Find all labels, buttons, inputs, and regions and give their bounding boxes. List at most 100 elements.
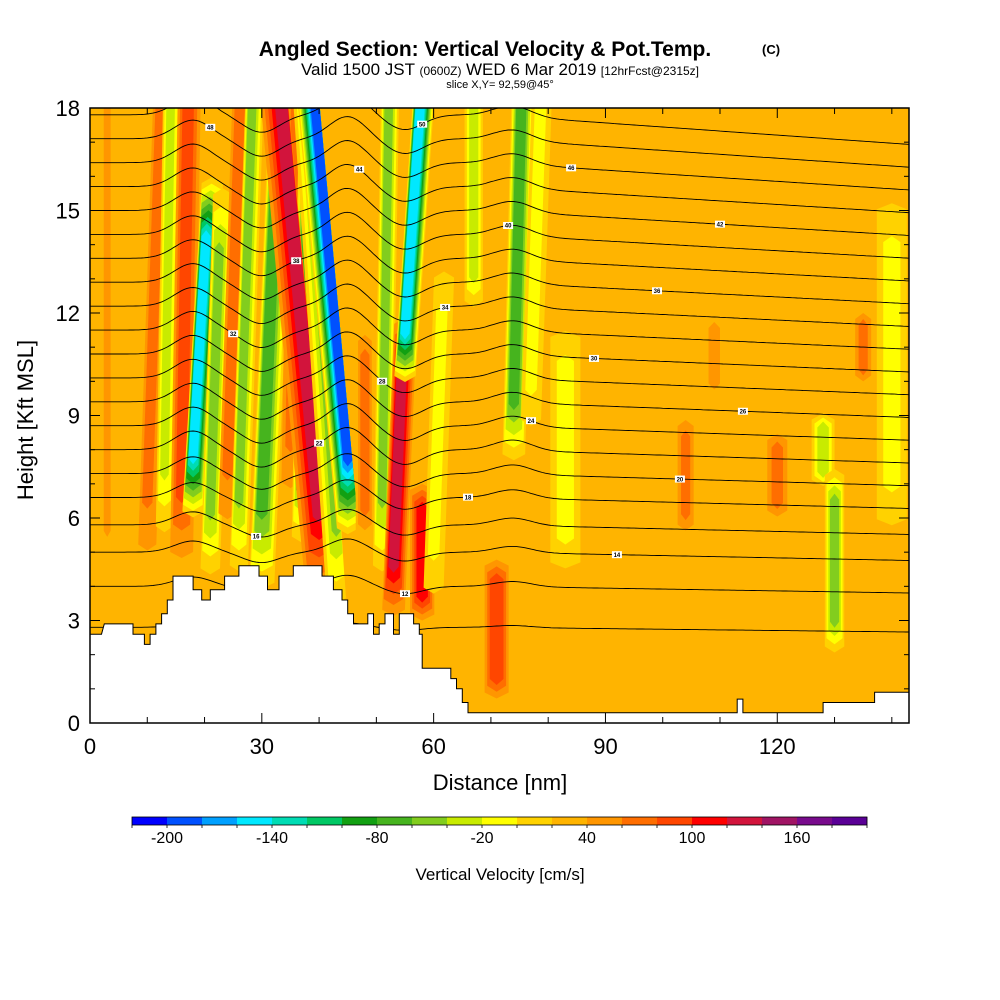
theta-label-box: [737, 407, 748, 415]
velocity-band-level: [377, 108, 394, 509]
colorbar-swatch: [482, 817, 518, 825]
velocity-band-level: [681, 430, 691, 521]
colorbar-swatch: [622, 817, 658, 825]
velocity-band-level: [310, 108, 353, 467]
velocity-band: [824, 468, 845, 653]
chart-title: Angled Section: Vertical Velocity & Pot.…: [259, 38, 711, 61]
velocity-band: [708, 321, 720, 390]
theta-label-box: [652, 287, 662, 295]
theta-label: 18: [465, 495, 472, 501]
theta-label-box: [205, 123, 216, 131]
theta-contour: [90, 508, 909, 538]
colorbar-tick-label: 100: [679, 830, 706, 847]
velocity-field: [103, 108, 907, 706]
theta-label-box: [314, 439, 325, 447]
theta-contour: [90, 479, 909, 512]
velocity-band-level: [103, 108, 111, 537]
theta-contour: [90, 211, 909, 259]
theta-label-box: [611, 551, 622, 559]
colorbar-tick-label: -200: [151, 830, 183, 847]
y-tick-label: 18: [56, 96, 80, 121]
velocity-band-level: [205, 242, 224, 521]
y-axis-label: Height [Kft MSL]: [13, 340, 38, 500]
theta-label-box: [440, 303, 451, 311]
y-tick-label: 9: [68, 404, 80, 429]
velocity-band-level: [508, 108, 527, 410]
theta-label: 12: [402, 592, 409, 598]
theta-label: 50: [419, 122, 426, 128]
velocity-band: [464, 108, 483, 308]
theta-contour: [90, 116, 909, 168]
colorbar-tick-label: -20: [470, 830, 493, 847]
colorbar-frame: [131, 816, 868, 826]
velocity-band-level: [489, 573, 504, 686]
subtitle-valid-time: Valid 1500 JST: [301, 60, 415, 79]
colorbar-swatch: [132, 817, 168, 825]
theta-label: 48: [207, 126, 214, 132]
colorbar-swatch: [272, 817, 308, 825]
colorbar-swatch: [762, 817, 798, 825]
colorbar-swatch: [517, 817, 553, 825]
potential-temperature-contours: 1012141618202224262830323436384042444648…: [90, 108, 909, 633]
theta-label-box: [291, 257, 302, 265]
theta-label: 14: [614, 553, 621, 559]
colorbar-swatch: [832, 817, 868, 825]
velocity-band: [482, 552, 512, 706]
theta-label: 46: [568, 166, 575, 172]
colorbar-swatch: [692, 817, 728, 825]
theta-label-box: [417, 120, 428, 128]
x-axis: 0 30 60 90 120: [84, 108, 893, 759]
theta-label-box: [400, 590, 410, 598]
theta-label-box: [674, 475, 685, 483]
velocity-band-level: [708, 321, 720, 390]
colorbar-swatch: [447, 817, 483, 825]
theta-label-box: [463, 493, 473, 501]
velocity-band-level: [427, 304, 448, 561]
velocity-band-level: [275, 108, 326, 523]
velocity-band-level: [188, 230, 211, 465]
theta-label-box: [566, 164, 577, 172]
velocity-band-level: [142, 108, 166, 509]
theta-label: 38: [293, 259, 300, 265]
theta-label-box: [526, 417, 536, 425]
velocity-band-level: [525, 108, 547, 396]
theta-label-box: [377, 377, 388, 385]
colorbar-label: Vertical Velocity [cm/s]: [415, 865, 584, 884]
theta-label: 44: [356, 167, 363, 173]
subtitle-date: WED 6 Mar 2019: [466, 60, 596, 79]
velocity-band: [423, 271, 455, 594]
velocity-band-level: [175, 108, 194, 503]
velocity-band-level: [817, 421, 829, 478]
colorbar-swatch: [412, 817, 448, 825]
x-tick-label: 30: [250, 734, 274, 759]
velocity-band: [876, 203, 907, 526]
velocity-band: [229, 108, 264, 572]
theta-label: 24: [528, 419, 535, 425]
theta-contour: [90, 108, 909, 145]
y-tick-label: 6: [68, 506, 80, 531]
subtitle-forecast: [12hrFcst@2315z]: [601, 64, 699, 78]
velocity-band: [550, 330, 581, 569]
theta-contour: [90, 403, 909, 444]
colorbar-tick-label: 160: [784, 830, 811, 847]
chart-subtitle: Valid 1500 JST (0600Z) WED 6 Mar 2019 [1…: [301, 60, 699, 79]
plot-area: 1012141618202224262830323436384042444648…: [90, 108, 909, 723]
velocity-band-level: [883, 236, 901, 493]
velocity-band: [355, 320, 375, 545]
velocity-band: [261, 108, 333, 593]
x-tick-label: 120: [759, 734, 796, 759]
colorbar-swatch: [552, 817, 588, 825]
theta-contour: [90, 453, 909, 490]
theta-label-box: [589, 354, 599, 362]
colorbar-swatch: [307, 817, 343, 825]
theta-contour: [90, 331, 909, 373]
theta-label-box: [251, 532, 262, 540]
y-tick-label: 3: [68, 609, 80, 634]
theta-contour: [90, 283, 909, 327]
y-tick-label: 0: [68, 711, 80, 736]
x-tick-label: 0: [84, 734, 96, 759]
theta-contour: [90, 427, 909, 468]
theta-label: 34: [442, 306, 449, 312]
